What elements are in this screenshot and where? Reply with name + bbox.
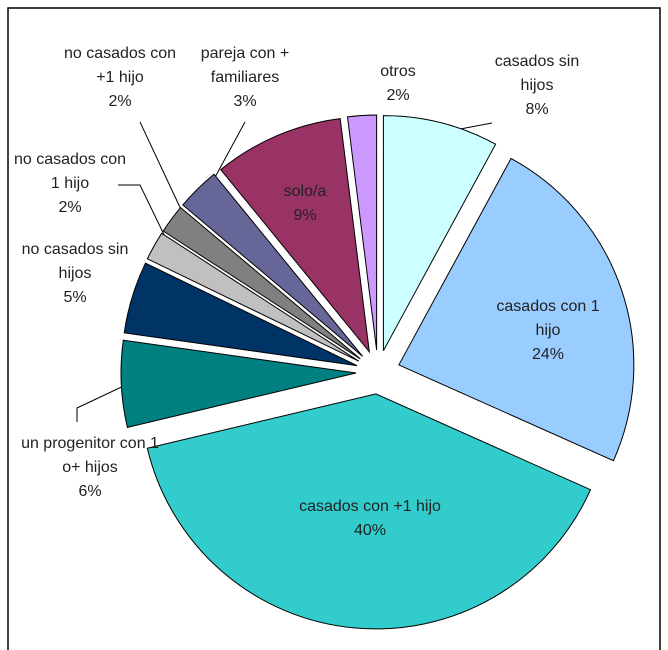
pie-slice [346, 114, 378, 351]
slice-label: casados sin hijos 8% [482, 50, 592, 122]
leader-line [139, 121, 186, 219]
slice-label: otros 2% [368, 60, 428, 108]
category-label: pareja con + familiares [200, 45, 290, 86]
category-label: no casados sin hijos [21, 241, 129, 282]
category-label: solo/a [283, 183, 327, 200]
category-label: un progenitor con 1 o+ hijos [21, 435, 159, 476]
pie-slice [120, 339, 357, 428]
pie-slice [146, 393, 592, 630]
slice-label: no casados con 1 hijo 2% [10, 148, 130, 220]
slice-label: un progenitor con 1 o+ hijos 6% [10, 432, 170, 504]
value-label: 24% [531, 346, 565, 363]
slice-label: no casados con +1 hijo 2% [60, 42, 180, 114]
value-label: 3% [233, 93, 257, 110]
pie-slice [146, 232, 360, 362]
slice-label: casados con +1 hijo 40% [295, 495, 445, 543]
pie-slice [382, 115, 497, 351]
leader-lines [76, 121, 493, 422]
category-label: casados con 1 hijo [496, 298, 600, 339]
category-label: casados sin hijos [494, 53, 580, 94]
value-label: 5% [63, 289, 87, 306]
frame [7, 7, 661, 650]
pie-slice [398, 157, 635, 462]
leader-line [118, 184, 171, 248]
slice-label: casados con 1 hijo 24% [483, 295, 613, 367]
value-label: 6% [78, 483, 102, 500]
category-label: casados con +1 hijo [299, 498, 441, 515]
value-label: 2% [386, 87, 410, 104]
slice-label: solo/a 9% [270, 180, 340, 228]
pie-slice [162, 206, 361, 360]
category-label: otros [380, 63, 416, 80]
pie-slice [182, 173, 363, 357]
value-label: 2% [58, 199, 82, 216]
pie-slice [123, 262, 358, 367]
slice-label: no casados sin hijos 5% [15, 238, 135, 310]
leader-line [76, 381, 133, 422]
value-label: 40% [353, 522, 387, 539]
pie-slice [220, 118, 371, 354]
slice-label: pareja con + familiares 3% [180, 42, 310, 114]
category-label: no casados con +1 hijo [63, 45, 177, 86]
category-label: no casados con 1 hijo [13, 151, 127, 192]
value-label: 9% [293, 207, 317, 224]
value-label: 8% [525, 101, 549, 118]
value-label: 2% [108, 93, 132, 110]
